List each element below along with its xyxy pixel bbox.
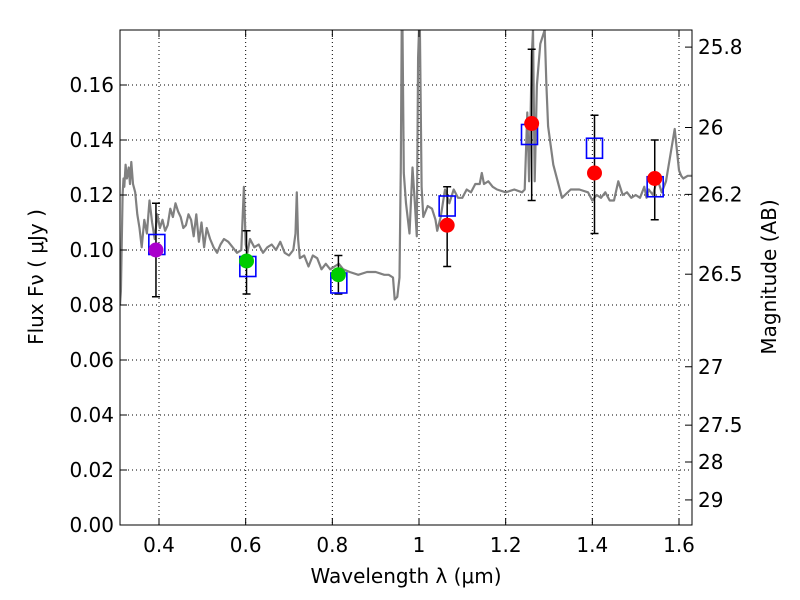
model-photometry-square — [585, 137, 604, 160]
plot-frame — [119, 29, 693, 526]
data-marks — [148, 48, 664, 298]
y-axis-label: Flux Fν ( μJy ) — [24, 209, 48, 345]
y2-tick-label: 27.5 — [698, 413, 743, 437]
observed-flux-point — [439, 217, 455, 233]
y2-tick-label: 26.5 — [698, 262, 743, 286]
x-axis-label: Wavelength λ (μm) — [310, 564, 501, 588]
observed-flux-point — [524, 116, 540, 131]
y2-tick-label: 26.2 — [698, 182, 743, 206]
y-tick-label: 0.00 — [69, 513, 114, 537]
observed-flux-point — [239, 253, 255, 269]
x-tick-label: 1.2 — [490, 533, 522, 557]
y-tick-label: 0.12 — [69, 183, 114, 207]
observed-flux-point — [587, 165, 602, 181]
axis-ticks: 0.4 0.6 0.8 1 1.2 1.4 1.6 0.00 0.02 0.04 0.06 0.08 0… — [69, 30, 743, 557]
x-tick-label: 0.8 — [316, 533, 348, 557]
y-tick-label: 0.14 — [69, 128, 114, 152]
y-tick-label: 0.10 — [69, 238, 114, 262]
y2-tick-label: 26 — [698, 116, 723, 140]
x-tick-label: 1 — [413, 533, 426, 557]
y-tick-label: 0.02 — [69, 458, 114, 482]
observed-flux-point — [647, 171, 663, 186]
observed-flux-point — [330, 267, 346, 283]
plot-area — [120, 30, 692, 306]
x-tick-label: 0.6 — [230, 533, 262, 557]
y2-axis-label: Magnitude (AB) — [757, 199, 781, 354]
y-tick-label: 0.04 — [69, 403, 114, 427]
grid — [120, 30, 692, 526]
y-tick-label: 0.08 — [69, 293, 114, 317]
x-tick-label: 0.4 — [143, 533, 175, 557]
model-spectrum-line — [120, 30, 692, 306]
y2-tick-label: 28 — [698, 450, 723, 474]
model-photometry-square — [438, 195, 456, 217]
y-tick-label: 0.06 — [69, 348, 114, 372]
observed-flux-point — [148, 242, 164, 258]
y2-tick-label: 29 — [698, 488, 723, 512]
y2-tick-label: 27 — [698, 355, 723, 379]
y2-tick-label: 25.8 — [698, 35, 743, 59]
x-tick-label: 1.4 — [576, 533, 608, 557]
y-tick-label: 0.16 — [69, 73, 114, 97]
x-tick-label: 1.6 — [663, 533, 695, 557]
